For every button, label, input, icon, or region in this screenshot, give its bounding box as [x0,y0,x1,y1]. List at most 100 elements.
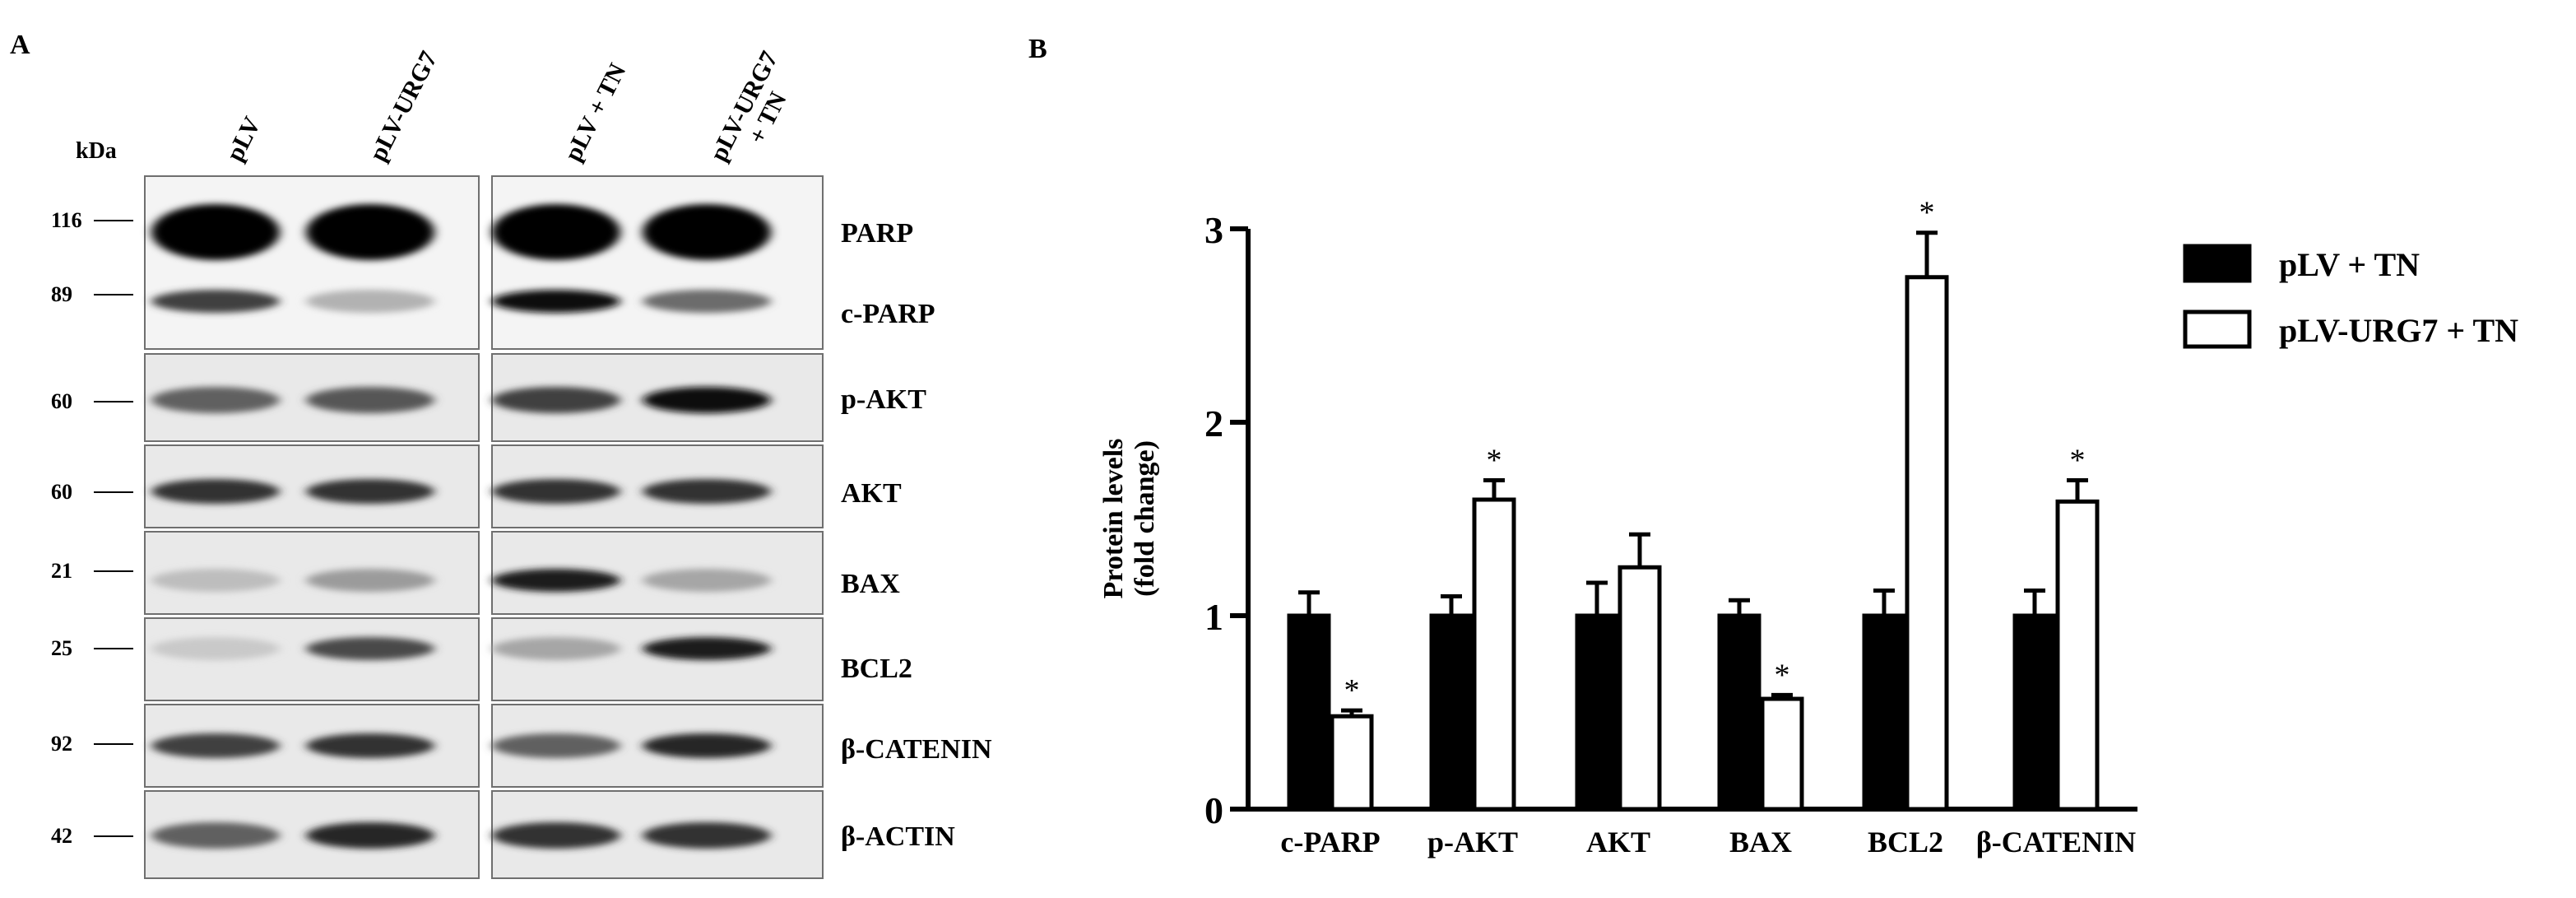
lane-label: pLV-URG7+ TN [705,47,807,178]
legend-swatch-plv-urg7-tn [2183,309,2252,349]
significance-mark: * [2070,444,2086,478]
x-tick-label: BAX [1729,826,1792,858]
blot-band [492,569,620,592]
protein-label-akt: AKT [841,478,902,509]
lane-label: pLV + TN [559,59,632,166]
y-axis-title: Protein levels(fold change) [1098,439,1160,599]
bar-plv-tn-bax [1717,613,1761,812]
blot-band [151,637,280,660]
molecular-weight-markers: 116 89 60 60 21 25 92 42 [51,208,133,848]
blot-band [492,479,620,504]
western-blot-panel: A kDa pLV pLV-URG7 pLV + TN pLV-URG7+ TN 11… [10,30,992,879]
significance-mark: * [1487,444,1502,478]
bar-plv-tn-akt [1575,613,1619,812]
legend-label-plv-tn: pLV + TN [2279,246,2420,283]
y-axis: 0 1 2 3 [1204,209,1251,831]
panel-a-label: A [10,30,30,60]
blot-band [643,204,771,260]
blot-band [643,290,771,313]
blot-band [643,569,771,592]
blot-band [492,387,620,413]
x-tick-label: BCL2 [1868,826,1943,858]
blot-band [306,569,434,592]
blot-band [306,387,434,413]
marker-label: 116 [51,208,82,232]
blot-rows [144,175,824,879]
blot-band [151,822,280,849]
bar-plv-tn-c-parp [1287,613,1331,812]
blot-band [643,733,771,758]
marker-label: 89 [51,282,72,306]
protein-labels: PARP c-PARP p-AKT AKT BAX BCL2 β-CATENIN β-ACTI… [841,218,992,852]
marker-label: 60 [51,389,72,413]
lane-label: pLV [221,112,267,165]
lane-label-line: pLV [221,112,267,165]
blot-band [306,822,434,849]
bar-plv-tn-p-akt [1429,613,1474,812]
x-tick-label: β-CATENIN [1976,826,2136,858]
y-tick-label: 1 [1204,596,1223,638]
blot-box [491,175,824,350]
bar-plv-urg7-tn-akt [1618,565,1662,812]
marker-label: 25 [51,636,72,660]
x-axis: c-PARP p-AKT AKT BAX BCL2 β-CATENIN [1248,807,2137,858]
x-tick-label: c-PARP [1280,826,1380,858]
lane-label-line: pLV + TN [559,59,632,166]
blot-band [151,569,280,592]
blot-band [306,290,434,313]
bar-plv-urg7-tn-catenin [2055,499,2100,812]
bar-plv-urg7-tn-bax [1760,696,1804,812]
blot-band [492,733,620,758]
y-axis-label: Protein levels(fold change) [1098,439,1160,599]
lane-label: pLV-URG7 [364,47,443,165]
protein-label-p-akt: p-AKT [841,384,926,415]
x-tick-label: p-AKT [1427,826,1518,858]
kda-label: kDa [76,138,117,164]
bar-plv-tn-catenin [2012,613,2057,812]
marker-label: 42 [51,824,72,848]
blot-band [492,637,620,660]
bar-series: * * * * * [1287,196,2100,812]
marker-label: 92 [51,732,72,756]
blot-band [151,387,280,413]
panel-b-label: B [1028,34,1047,64]
marker-label: 21 [51,559,72,583]
blot-band [643,637,771,660]
y-axis-title-line: (fold change) [1130,440,1160,597]
blot-box [144,175,480,350]
blot-band [492,290,620,313]
blot-band [306,204,434,260]
blot-band [306,637,434,660]
chart-legend: pLV + TN pLV-URG7 + TN [2183,244,2518,349]
bar-plv-urg7-tn-c-parp [1330,714,1374,812]
blot-band [151,204,280,260]
bar-plv-urg7-tn-p-akt [1472,497,1516,812]
blot-band [151,733,280,758]
protein-label-bcl2: BCL2 [841,654,912,684]
lane-labels: pLV pLV-URG7 pLV + TN pLV-URG7+ TN [221,47,807,178]
significance-mark: * [1775,658,1790,692]
marker-label: 60 [51,480,72,504]
lane-label-line: pLV-URG7 [364,47,443,165]
blot-band [643,387,771,413]
bar-plv-tn-bcl2 [1862,613,1906,812]
blot-band [643,822,771,849]
y-axis-title-line: Protein levels [1098,439,1129,599]
protein-label-parp: PARP [841,218,913,249]
blot-band [492,822,620,849]
blot-band [643,479,771,504]
y-tick-label: 2 [1204,402,1223,444]
blot-band [151,290,280,313]
blot-band [492,204,620,260]
protein-label-bax: BAX [841,569,900,599]
blot-band [306,733,434,758]
blot-band [306,479,434,504]
protein-label-catenin: β-CATENIN [841,734,992,765]
bar-plv-urg7-tn-bcl2 [1905,275,1949,812]
protein-label-c-parp: c-PARP [841,299,935,329]
significance-mark: * [1919,196,1935,230]
protein-label-actin: β-ACTIN [841,821,955,852]
y-tick-label: 3 [1204,209,1223,251]
